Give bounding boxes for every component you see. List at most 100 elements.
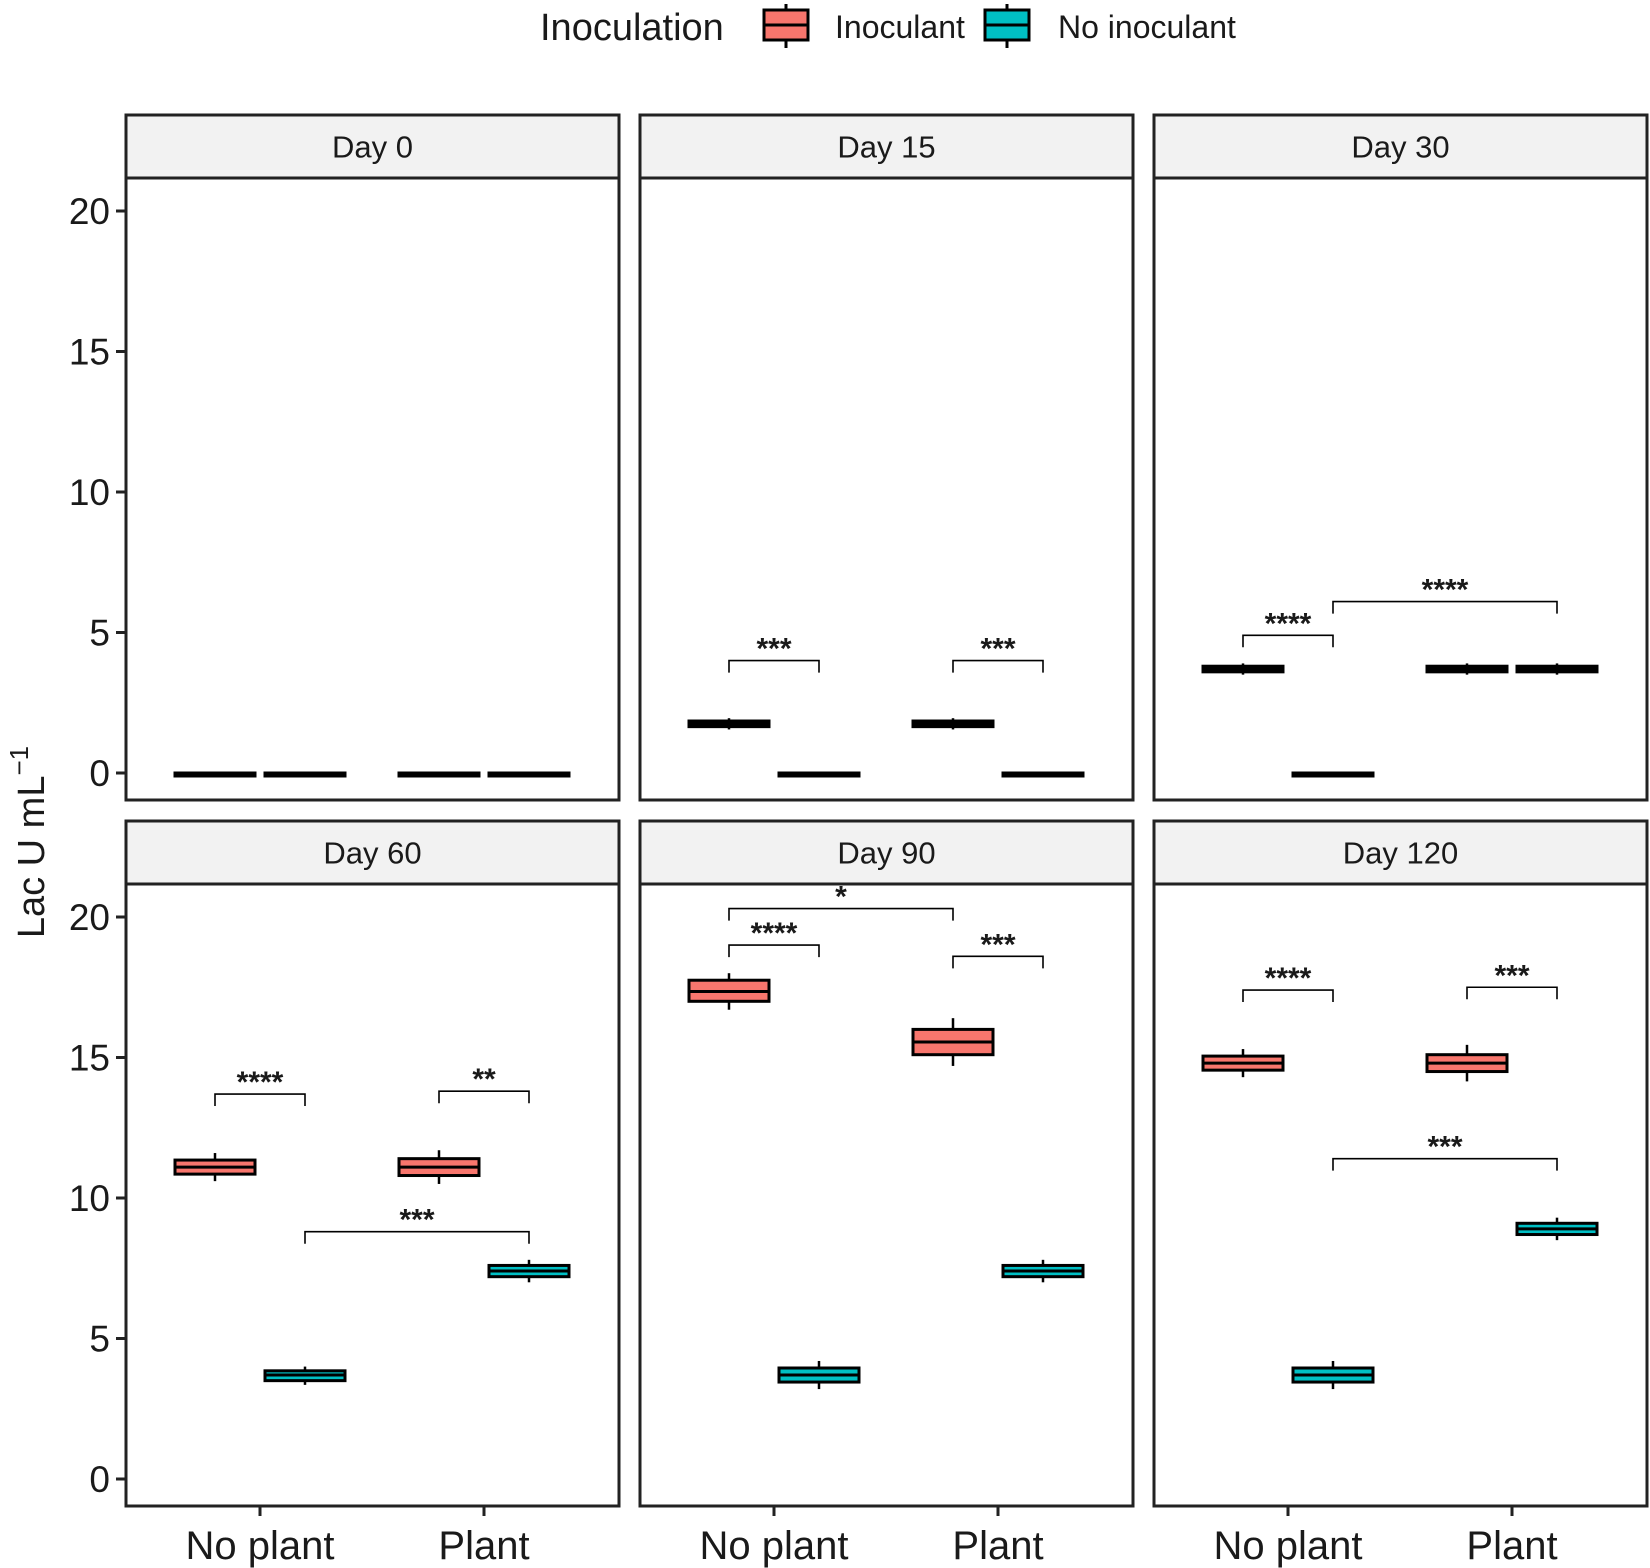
- box-plant-no-inoculant: [487, 771, 571, 778]
- x-tick-label: No plant: [1214, 1524, 1363, 1568]
- x-tick-label: Plant: [1466, 1524, 1557, 1568]
- facet-strip: [124, 113, 621, 180]
- y-tick-label: 10: [69, 472, 110, 513]
- y-tick-label: 20: [69, 897, 110, 938]
- significance-label: **: [472, 1063, 496, 1096]
- facet-panels: Day 0 Day 15*** ***Day 30********Day 60***…: [124, 113, 1649, 1508]
- significance-label: ****: [1422, 574, 1469, 607]
- bracket-line: [214, 1093, 306, 1107]
- x-tick-label: Plant: [952, 1524, 1043, 1568]
- box-no-plant-inoculant: [1201, 1049, 1285, 1078]
- significance-bracket: ***: [1332, 1131, 1558, 1171]
- significance-label: ***: [980, 633, 1015, 666]
- box-plant-inoculant: [1425, 663, 1509, 675]
- significance-label: ***: [399, 1204, 434, 1237]
- bracket-line: [728, 907, 954, 921]
- box-no-plant-inoculant: [173, 1153, 257, 1182]
- facet-strip: [124, 819, 621, 886]
- box-plant-no-inoculant: [1515, 663, 1599, 675]
- panel-day-15: Day 15 *** ***: [638, 113, 1135, 802]
- box-plant-no-inoculant: [1001, 1259, 1085, 1283]
- y-tick-label: 0: [89, 753, 110, 794]
- box-plant-inoculant: [911, 718, 995, 730]
- significance-bracket: ****: [728, 917, 820, 958]
- legend-label: No inoculant: [1058, 9, 1236, 45]
- facet-strip-label: Day 0: [332, 130, 413, 165]
- box-no-plant-inoculant: [1201, 663, 1285, 675]
- significance-label: *: [835, 881, 847, 914]
- y-tick-label: 15: [69, 332, 110, 373]
- panel-day-0: Day 0: [124, 113, 621, 802]
- significance-bracket: **: [438, 1063, 530, 1104]
- y-tick-label: 0: [89, 1459, 110, 1500]
- box-no-plant-no-inoculant: [1291, 1360, 1375, 1390]
- significance-label: ***: [980, 928, 1015, 961]
- box-no-plant-no-inoculant: [263, 771, 347, 778]
- panel-day-60: Day 60**** *****: [124, 819, 621, 1508]
- x-tick-label: No plant: [700, 1524, 849, 1568]
- significance-label: ****: [1265, 607, 1312, 640]
- bracket-line: [952, 955, 1044, 969]
- significance-bracket: *: [728, 881, 954, 921]
- significance-bracket: ***: [304, 1204, 530, 1244]
- significance-label: ****: [1265, 962, 1312, 995]
- facet-strip: [1152, 113, 1649, 180]
- panel-border: [1152, 176, 1649, 802]
- significance-label: ****: [237, 1066, 284, 1099]
- bracket-line: [728, 944, 820, 958]
- significance-label: ***: [1427, 1131, 1462, 1164]
- panel-border: [1152, 882, 1649, 1508]
- panel-day-30: Day 30 **** ****: [1152, 113, 1649, 802]
- significance-bracket: ***: [952, 633, 1044, 673]
- box-no-plant-no-inoculant: [777, 1360, 861, 1390]
- significance-label: ***: [1494, 959, 1529, 992]
- box-plant-inoculant: [911, 1018, 995, 1066]
- significance-bracket: ***: [728, 633, 820, 673]
- bracket-line: [1332, 1157, 1558, 1171]
- facet-strip: [1152, 819, 1649, 886]
- facet-strip-label: Day 60: [323, 836, 421, 871]
- bracket-line: [1242, 989, 1334, 1003]
- significance-bracket: ***: [1466, 959, 1558, 1000]
- bracket-line: [952, 659, 1044, 673]
- box-plant-no-inoculant: [1001, 771, 1085, 778]
- box-no-plant-no-inoculant: [263, 1366, 347, 1385]
- facet-strip-label: Day 90: [837, 836, 935, 871]
- panel-border: [638, 176, 1135, 802]
- y-tick-label: 15: [69, 1038, 110, 1079]
- box-plant-no-inoculant: [1515, 1217, 1599, 1241]
- panel-border: [124, 882, 621, 1508]
- significance-bracket: ****: [214, 1066, 306, 1107]
- legend-title: Inoculation: [540, 7, 724, 49]
- facet-strip-label: Day 15: [837, 130, 935, 165]
- box-no-plant-no-inoculant: [777, 771, 861, 778]
- significance-label: ***: [756, 633, 791, 666]
- y-tick-label: 5: [89, 1319, 110, 1360]
- legend: Inoculation Inoculant No inoculant: [540, 4, 1236, 49]
- bracket-line: [728, 659, 820, 673]
- legend-label: Inoculant: [835, 9, 965, 45]
- box-plant-no-inoculant: [487, 1259, 571, 1283]
- bracket-line: [304, 1230, 530, 1244]
- panel-border: [638, 882, 1135, 1508]
- x-tick-label: No plant: [186, 1524, 335, 1568]
- facet-strip-label: Day 30: [1351, 130, 1449, 165]
- box-plant-inoculant: [1425, 1044, 1509, 1082]
- box-no-plant-no-inoculant: [1291, 771, 1375, 778]
- box-plant-inoculant: [397, 1150, 481, 1184]
- bracket-line: [438, 1090, 530, 1104]
- facet-strip: [638, 113, 1135, 180]
- y-tick-label: 5: [89, 613, 110, 654]
- significance-label: ****: [751, 917, 798, 950]
- bracket-line: [1242, 634, 1334, 648]
- significance-bracket: ****: [1242, 607, 1334, 648]
- y-axis-title: Lac U mL−1: [4, 746, 53, 938]
- bracket-line: [1332, 600, 1558, 614]
- facet-strip-label: Day 120: [1343, 836, 1458, 871]
- bracket-line: [1466, 986, 1558, 1000]
- significance-bracket: ***: [952, 928, 1044, 969]
- box-no-plant-inoculant: [687, 718, 771, 730]
- panel-day-90: Day 90********: [638, 819, 1135, 1508]
- x-tick-label: Plant: [438, 1524, 529, 1568]
